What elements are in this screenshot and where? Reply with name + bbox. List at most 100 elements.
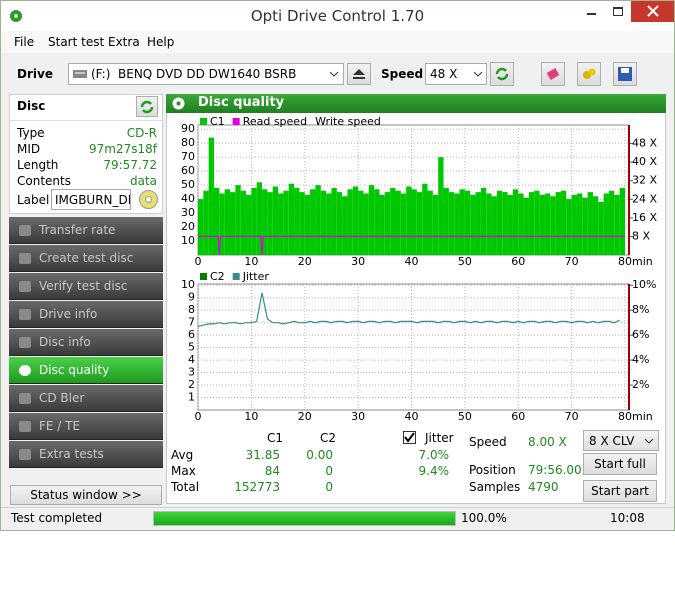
- bar: [619, 187, 625, 255]
- title-bar: Opti Drive Control 1.70: [1, 1, 674, 31]
- bar: [283, 190, 289, 255]
- bar: [544, 193, 551, 255]
- legend-label: C2: [210, 270, 225, 283]
- refresh-button[interactable]: [490, 62, 514, 86]
- bar: [443, 187, 449, 255]
- nav-button[interactable]: Verify test disc: [9, 273, 163, 300]
- window: Opti Drive Control 1.70 File Start test …: [0, 0, 675, 531]
- menu-item[interactable]: Extra: [108, 35, 140, 49]
- stats-value: 31.85: [245, 448, 280, 462]
- panel-title: Disc quality: [198, 95, 285, 110]
- bar: [352, 186, 359, 255]
- menu-item[interactable]: Start test: [48, 35, 105, 49]
- bar: [523, 197, 529, 255]
- jitter-checkbox[interactable]: [403, 431, 416, 444]
- bar: [614, 194, 620, 255]
- nav-button[interactable]: Disc info: [9, 329, 163, 356]
- bar: [512, 189, 519, 255]
- minimize-button[interactable]: [579, 1, 605, 22]
- bar: [576, 193, 583, 255]
- x-tick-label: 60: [511, 410, 525, 423]
- bar: [480, 187, 487, 255]
- label-input[interactable]: IMGBURN_DIS: [51, 189, 131, 210]
- bar: [491, 196, 497, 255]
- bar: [363, 193, 369, 255]
- nav-button[interactable]: Extra tests: [9, 441, 163, 468]
- x-tick-label: 30: [351, 410, 365, 423]
- menu-item[interactable]: File: [14, 35, 35, 49]
- nav-button[interactable]: Transfer rate: [9, 217, 163, 244]
- stats-row-name: Total: [171, 480, 200, 494]
- stats-row-name: Max: [171, 464, 196, 478]
- bar: [400, 193, 407, 255]
- nav-button[interactable]: Create test disc: [9, 245, 163, 272]
- bar: [326, 193, 332, 255]
- y-tick-label: 50: [181, 178, 195, 191]
- bar: [422, 183, 428, 255]
- x-tick-label: 70: [565, 255, 579, 268]
- info-value: 4790: [528, 480, 559, 494]
- start-full-button[interactable]: Start full: [583, 453, 657, 475]
- menu-item[interactable]: Help: [147, 35, 175, 49]
- disc-icon[interactable]: [138, 189, 159, 210]
- close-button[interactable]: [631, 1, 674, 22]
- start-part-button[interactable]: Start part: [583, 480, 657, 502]
- nav-button[interactable]: FE / TE: [9, 413, 163, 440]
- bar: [251, 187, 257, 255]
- y-tick-label: 10: [181, 278, 195, 291]
- mode-select[interactable]: 8 X CLV: [583, 430, 659, 451]
- bar: [230, 192, 236, 255]
- property-value: 79:57.72: [103, 158, 157, 172]
- bar: [347, 189, 353, 255]
- property-name: MID: [17, 142, 41, 156]
- maximize-button[interactable]: [605, 1, 631, 22]
- disc-refresh-button[interactable]: [136, 96, 158, 117]
- status-window-button[interactable]: Status window >>: [10, 485, 162, 505]
- x-tick-label: 0: [195, 410, 202, 423]
- nav-button[interactable]: CD Bler: [9, 385, 163, 412]
- y-tick-label: 9: [188, 291, 195, 304]
- bar: [224, 189, 231, 255]
- stats-value: 84: [264, 464, 280, 478]
- y2-tick-label: 40 X: [632, 155, 657, 168]
- drive-label: Drive: [17, 67, 53, 81]
- bar: [198, 199, 204, 255]
- bar: [288, 183, 295, 255]
- bar: [256, 182, 263, 255]
- bar: [427, 190, 433, 255]
- bar: [528, 192, 535, 255]
- stats-value: 0: [325, 480, 333, 494]
- x-tick-label: 10: [244, 410, 258, 423]
- property-value: CD-R: [126, 126, 157, 140]
- drive-select[interactable]: (F:) BENQ DVD DD DW1640 BSRB: [68, 63, 344, 85]
- y-tick-label: 30: [181, 206, 195, 219]
- stats-column: C2: [320, 431, 337, 445]
- legend-label: Write speed: [315, 115, 381, 128]
- bar: [550, 196, 556, 255]
- erase-button[interactable]: [541, 62, 565, 86]
- speed-value: 48 X: [430, 67, 458, 81]
- y2-tick-label: 4%: [632, 353, 649, 366]
- info-name: Position: [469, 463, 516, 477]
- eject-button[interactable]: [347, 63, 371, 85]
- bar: [454, 193, 460, 255]
- save-button[interactable]: [613, 62, 637, 86]
- legend-swatch: [200, 273, 207, 280]
- y-tick-label: 4: [188, 353, 195, 366]
- bar: [390, 187, 396, 255]
- bar: [299, 192, 305, 255]
- jitter-value: 7.0%: [418, 448, 450, 462]
- bar: [374, 189, 380, 255]
- nav-button[interactable]: Disc quality: [9, 357, 163, 384]
- settings-button[interactable]: [577, 62, 601, 86]
- property-name: Length: [17, 158, 59, 172]
- plot-area: [197, 283, 630, 411]
- x-tick-label: 40: [405, 255, 419, 268]
- speed-select[interactable]: 48 X: [425, 63, 487, 85]
- bar: [582, 197, 588, 255]
- x-tick-label: 20: [298, 255, 312, 268]
- bar: [379, 194, 385, 255]
- bar: [294, 187, 300, 255]
- nav-button[interactable]: Drive info: [9, 301, 163, 328]
